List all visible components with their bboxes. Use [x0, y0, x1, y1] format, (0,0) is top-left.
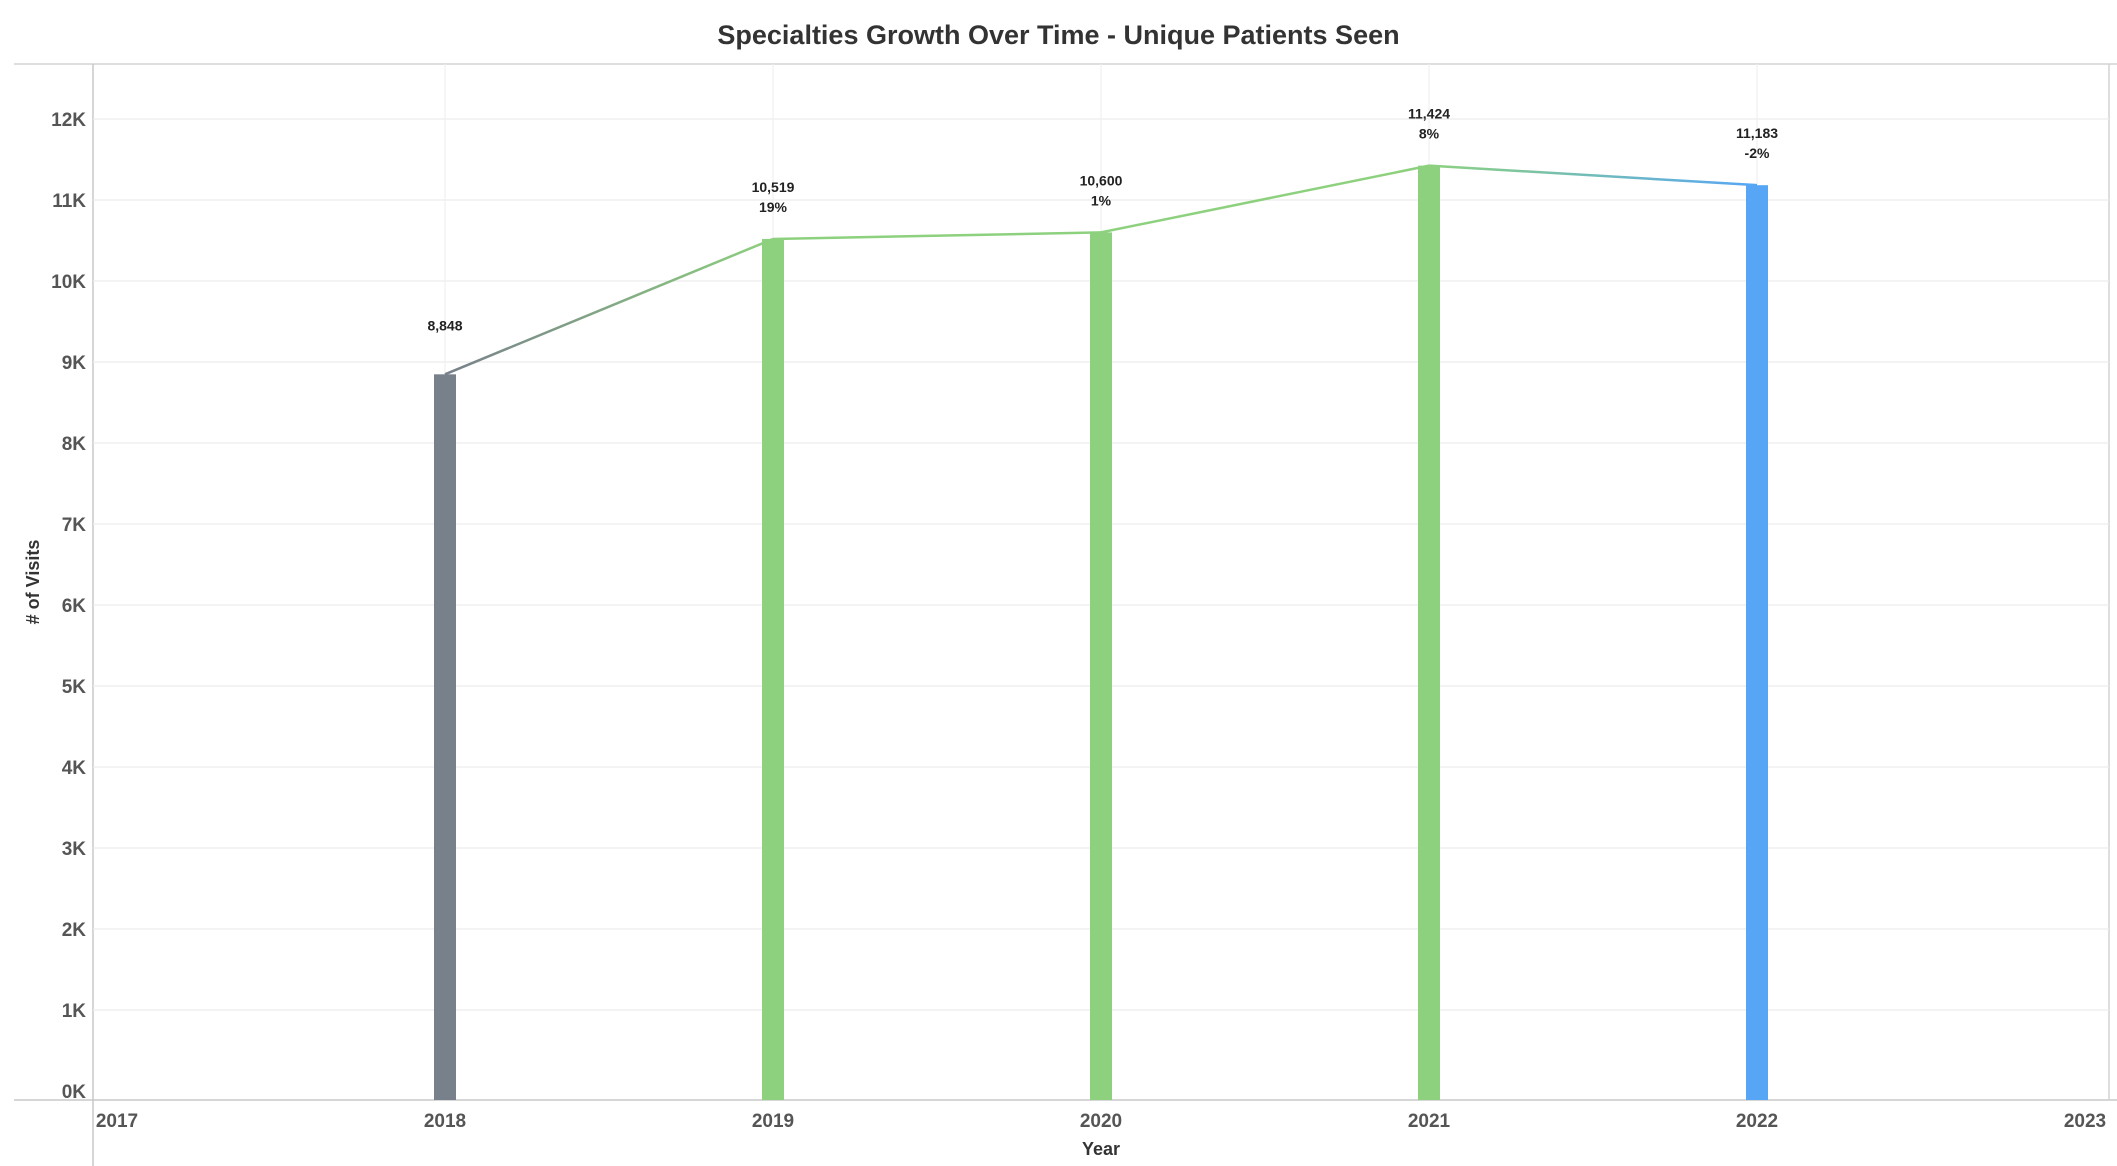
- y-tick-label: 5K: [62, 677, 87, 698]
- bar-2022: [1746, 185, 1768, 1100]
- x-tick-label: 2018: [424, 1111, 466, 1132]
- growth-label-2020: 1%: [1091, 192, 1112, 208]
- x-tick-label: 2021: [1408, 1111, 1451, 1132]
- growth-label-2021: 8%: [1419, 126, 1440, 142]
- x-tick-label: 2023: [2064, 1111, 2106, 1132]
- bar-2021: [1418, 165, 1440, 1100]
- y-axis-title: # of Visits: [23, 540, 43, 625]
- y-tick-label: 8K: [62, 434, 87, 455]
- value-label-2022: 11,183: [1736, 125, 1778, 141]
- x-axis-ticks: 2017 2018 2019 2020 2021 2022 2023: [96, 1111, 2106, 1132]
- x-tick-label: 2022: [1736, 1111, 1778, 1132]
- y-tick-label: 12K: [51, 110, 86, 131]
- chart-title: Specialties Growth Over Time - Unique Pa…: [717, 20, 1400, 50]
- y-tick-label: 3K: [62, 839, 87, 860]
- y-tick-label: 7K: [62, 515, 87, 536]
- y-axis-ticks: 0K 1K 2K 3K 4K 5K 6K 7K 8K 9K 10K 11K 12K: [51, 110, 86, 1103]
- value-label-2018: 8,848: [427, 317, 462, 333]
- trend-segment-2019-2020: [772, 231, 1102, 241]
- y-tick-label: 0K: [62, 1082, 87, 1103]
- trend-segment-2020-2021: [1100, 164, 1430, 234]
- y-tick-label: 9K: [62, 353, 87, 374]
- y-tick-label: 11K: [52, 191, 86, 212]
- trend-segment-2018-2019: [444, 237, 774, 376]
- y-tick-label: 1K: [62, 1001, 87, 1022]
- value-label-2021: 11,424: [1408, 106, 1450, 122]
- trend-line: [444, 164, 1758, 376]
- y-tick-label: 10K: [51, 272, 86, 293]
- trend-segment-2021-2022: [1428, 164, 1758, 187]
- y-tick-label: 6K: [62, 596, 87, 617]
- value-label-2019: 10,519: [752, 179, 795, 195]
- x-tick-label: 2019: [752, 1111, 794, 1132]
- bar-2019: [762, 238, 784, 1100]
- y-tick-label: 4K: [62, 758, 87, 779]
- bar-2018: [434, 374, 456, 1100]
- data-labels: 8,848 10,519 19% 10,600 1% 11,424 8% 11,183 -2%: [427, 106, 1778, 334]
- x-axis-title: Year: [1082, 1139, 1120, 1159]
- bars: [434, 165, 1768, 1100]
- x-tick-label: 2017: [96, 1111, 138, 1132]
- growth-label-2019: 19%: [759, 199, 788, 215]
- chart-frame: [14, 63, 2117, 1166]
- growth-label-2022: -2%: [1745, 145, 1770, 161]
- bar-2020: [1090, 232, 1112, 1100]
- x-tick-label: 2020: [1080, 1111, 1122, 1132]
- value-label-2020: 10,600: [1080, 172, 1123, 188]
- y-tick-label: 2K: [62, 920, 87, 941]
